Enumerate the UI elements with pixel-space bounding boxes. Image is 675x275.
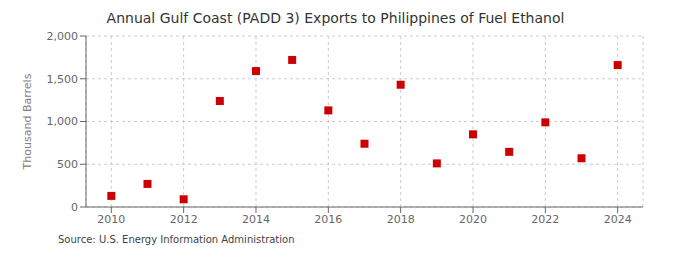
svg-text:2,000: 2,000: [47, 30, 79, 43]
svg-text:2018: 2018: [387, 213, 415, 226]
svg-text:2012: 2012: [170, 213, 198, 226]
svg-text:2024: 2024: [604, 213, 632, 226]
svg-text:2020: 2020: [459, 213, 487, 226]
html-text:Source: U.S. Energy Informatio: Source: U.S. Energy Information Administ…: [58, 234, 295, 245]
svg-text:1,000: 1,000: [47, 115, 79, 128]
svg-text:2014: 2014: [242, 213, 270, 226]
svg-text:2010: 2010: [97, 213, 125, 226]
svg-text:500: 500: [57, 158, 78, 171]
svg-text:0: 0: [71, 201, 78, 214]
svg-text:2022: 2022: [531, 213, 559, 226]
svg-text:2016: 2016: [314, 213, 342, 226]
svg-text:1,500: 1,500: [47, 73, 79, 86]
html-text:Annual Gulf Coast (PADD 3) Exp: Annual Gulf Coast (PADD 3) Exports to Ph…: [106, 10, 565, 26]
svg-text:Thousand Barrels: Thousand Barrels: [21, 73, 34, 170]
